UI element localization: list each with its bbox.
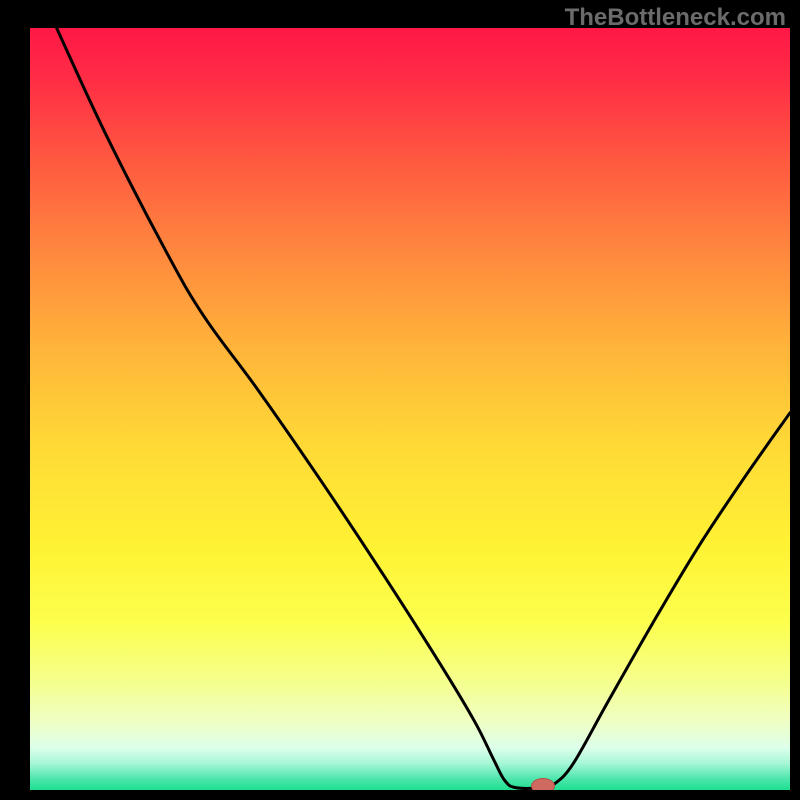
watermark-text: TheBottleneck.com (565, 4, 786, 32)
optimal-point-marker (531, 778, 555, 790)
plot-area (30, 28, 790, 790)
bottleneck-curve (30, 28, 790, 790)
curve-path (57, 28, 790, 788)
chart-container: TheBottleneck.com (0, 0, 800, 800)
